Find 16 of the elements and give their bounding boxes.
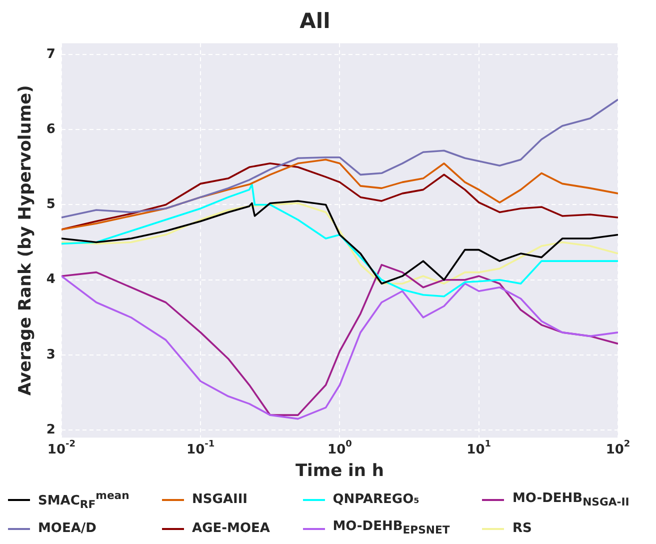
legend-label: MO-DEHB$_{NSGA-II}$ [512, 490, 630, 510]
y-axis-title: Average Rank (by Hypervolume) [16, 85, 36, 396]
legend-label: AGE-MOEA [192, 520, 270, 538]
legend-label: QNPAREGO₅ [332, 491, 420, 510]
y-tick-label: 7 [46, 46, 56, 62]
y-tick-label: 6 [46, 122, 56, 137]
y-tick-label: 2 [46, 422, 56, 438]
y-tick-label: 4 [46, 272, 56, 288]
legend-label: MO-DEHB$_{EPSNET}$ [332, 518, 450, 539]
legend-label: NSGAIII [192, 491, 248, 510]
legend-label: RS [512, 520, 532, 538]
y-tick-label: 3 [46, 347, 56, 362]
legend-label: MOEA/D [38, 520, 96, 538]
y-tick-label: 5 [46, 197, 56, 212]
chart-title: All [300, 9, 330, 34]
x-axis-title: Time in h [295, 461, 384, 482]
